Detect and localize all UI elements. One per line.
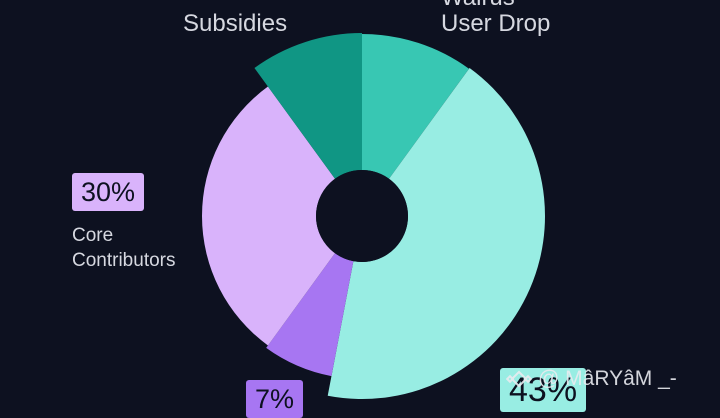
percent-badge-small: 7% [246, 380, 304, 418]
label-core-line1: Core [72, 225, 114, 246]
label-walrus-line2: User Drop [441, 10, 551, 37]
label-core-line2: Contributors [72, 250, 176, 271]
donut-svg [201, 33, 545, 399]
donut-chart: Subsidies Walrus User Drop 30% Core Cont… [72, 0, 677, 418]
pie-slice-2 [266, 253, 354, 377]
pie-slice-0 [362, 34, 469, 179]
watermark-text: @ MâRYâM _- [538, 367, 677, 390]
percent-badge-core: 30% [72, 173, 145, 211]
binance-logo-icon [506, 370, 532, 388]
pie-slice-4 [254, 33, 362, 179]
donut-hole [316, 170, 408, 262]
pie-slice-1 [327, 67, 545, 399]
pie-slice-3 [201, 86, 335, 346]
watermark: @ MâRYâM _- [506, 366, 677, 392]
label-walrus-line1: Walrus [441, 0, 515, 12]
label-subsidies: Subsidies [183, 10, 288, 37]
